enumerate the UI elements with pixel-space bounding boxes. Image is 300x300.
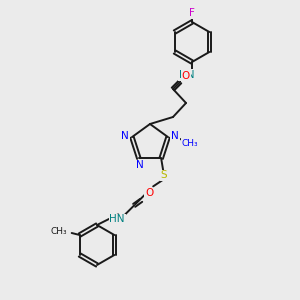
Text: CH₃: CH₃ <box>182 139 198 148</box>
Text: S: S <box>161 170 167 180</box>
Text: HN: HN <box>179 70 195 80</box>
Text: O: O <box>145 188 153 198</box>
Text: N: N <box>136 160 144 170</box>
Text: F: F <box>189 8 195 18</box>
Text: N: N <box>171 131 179 141</box>
Text: O: O <box>182 71 190 81</box>
Text: CH₃: CH₃ <box>50 226 67 236</box>
Text: HN: HN <box>110 214 125 224</box>
Text: N: N <box>121 131 129 141</box>
